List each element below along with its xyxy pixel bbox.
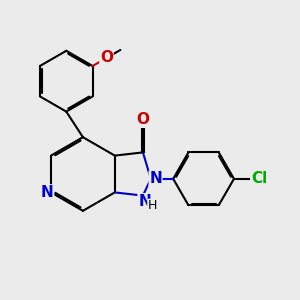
Text: N: N [149,171,162,186]
Text: O: O [136,112,149,127]
Text: N: N [138,194,151,209]
Text: N: N [41,185,54,200]
Text: Cl: Cl [251,171,267,186]
Text: O: O [100,50,113,65]
Text: H: H [148,199,157,212]
